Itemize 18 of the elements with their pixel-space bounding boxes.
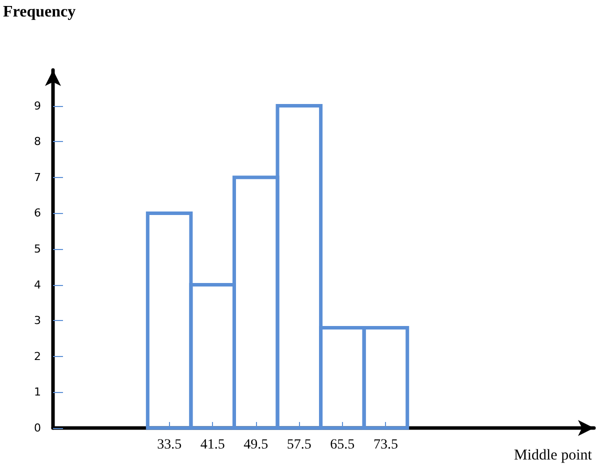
x-tick-label: 73.5 [373,438,398,452]
x-tick-label: 49.5 [244,438,268,452]
x-tick-label: 33.5 [157,438,182,452]
x-tick-label: 57.5 [286,438,312,452]
y-axis-title: Frequency [3,4,76,20]
y-tick-label: 8 [34,135,41,148]
y-tick-label: 9 [34,99,41,112]
x-tick-label: 41.5 [200,438,225,452]
y-tick-label: 7 [34,170,41,184]
y-tick-label: 0 [34,422,41,434]
y-tick-label: 4 [34,278,41,292]
x-axis-title: Middle point [514,448,593,464]
y-tick-label: 5 [34,242,41,256]
y-tick-label: 6 [34,206,41,220]
y-tick-label: 1 [34,386,41,399]
y-tick-label: 3 [34,314,41,328]
x-tick-label: 65.5 [330,438,355,452]
y-tick-label: 2 [34,350,41,363]
